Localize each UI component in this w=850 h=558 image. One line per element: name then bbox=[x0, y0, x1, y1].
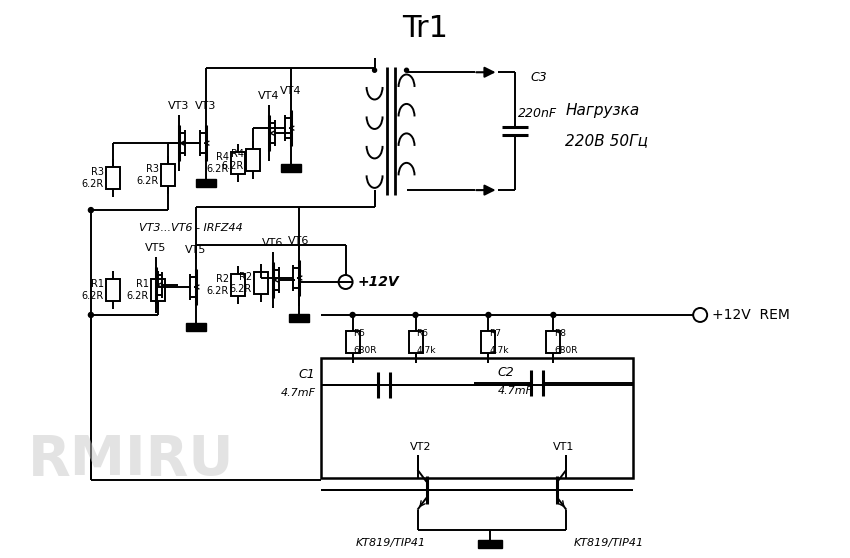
Text: 220В 50Гц: 220В 50Гц bbox=[565, 133, 649, 148]
Text: VT6: VT6 bbox=[262, 238, 283, 248]
Text: VT4: VT4 bbox=[280, 86, 302, 96]
Text: C2: C2 bbox=[497, 367, 514, 379]
Circle shape bbox=[350, 312, 355, 318]
Bar bbox=[196, 179, 216, 187]
Bar bbox=[230, 152, 245, 174]
Text: VT6: VT6 bbox=[288, 236, 309, 246]
Bar bbox=[289, 314, 309, 322]
Bar bbox=[547, 331, 560, 353]
Text: RMIRU: RMIRU bbox=[27, 433, 234, 487]
Bar bbox=[161, 164, 175, 186]
Text: R8: R8 bbox=[554, 329, 566, 338]
Bar bbox=[246, 149, 260, 171]
Text: C3: C3 bbox=[530, 71, 547, 84]
Circle shape bbox=[372, 68, 377, 72]
Bar bbox=[346, 331, 360, 353]
Bar bbox=[106, 167, 120, 189]
Text: R5: R5 bbox=[354, 329, 366, 338]
Circle shape bbox=[88, 208, 94, 213]
Text: R7: R7 bbox=[490, 329, 502, 338]
Text: R3
6.2R: R3 6.2R bbox=[82, 167, 104, 189]
Text: KT819/TIP41: KT819/TIP41 bbox=[355, 538, 426, 548]
Circle shape bbox=[551, 312, 556, 318]
Text: VT2: VT2 bbox=[410, 442, 431, 452]
Bar bbox=[409, 331, 422, 353]
Text: 4.7k: 4.7k bbox=[490, 346, 509, 355]
Bar bbox=[481, 331, 496, 353]
Text: 4.7mF: 4.7mF bbox=[497, 386, 532, 396]
Text: +12V  REM: +12V REM bbox=[712, 308, 790, 322]
Text: R6: R6 bbox=[416, 329, 428, 338]
Text: R2
6.2R: R2 6.2R bbox=[207, 274, 229, 296]
Text: VT3: VT3 bbox=[196, 101, 217, 111]
Text: +12V: +12V bbox=[358, 275, 399, 289]
Bar bbox=[230, 274, 245, 296]
Bar bbox=[106, 279, 120, 301]
Circle shape bbox=[413, 312, 418, 318]
Circle shape bbox=[486, 312, 491, 318]
Bar bbox=[186, 323, 206, 331]
Text: R2
6.2R: R2 6.2R bbox=[230, 272, 252, 294]
Circle shape bbox=[338, 275, 353, 289]
Text: VT3: VT3 bbox=[168, 101, 190, 111]
Text: VT5: VT5 bbox=[145, 243, 167, 253]
Text: C1: C1 bbox=[299, 368, 315, 381]
Text: R1
6.2R: R1 6.2R bbox=[82, 279, 104, 301]
Text: R4
6.2R: R4 6.2R bbox=[222, 150, 244, 171]
Text: 680R: 680R bbox=[354, 346, 377, 355]
Text: R3
6.2R: R3 6.2R bbox=[137, 164, 159, 186]
Text: R4
6.2R: R4 6.2R bbox=[207, 152, 229, 174]
Text: VT3...VT6 - IRFZ44: VT3...VT6 - IRFZ44 bbox=[139, 223, 242, 233]
Bar bbox=[253, 272, 268, 294]
Text: Tr1: Tr1 bbox=[403, 14, 449, 43]
Bar bbox=[479, 540, 502, 547]
Bar bbox=[280, 164, 301, 172]
Bar bbox=[320, 358, 633, 478]
Text: KT819/TIP41: KT819/TIP41 bbox=[573, 538, 643, 548]
Text: VT4: VT4 bbox=[258, 91, 280, 101]
Text: VT5: VT5 bbox=[185, 245, 207, 255]
Text: 4.7mF: 4.7mF bbox=[280, 388, 315, 398]
Circle shape bbox=[694, 308, 707, 322]
Text: Нагрузка: Нагрузка bbox=[565, 103, 639, 118]
Bar bbox=[150, 279, 165, 301]
Text: VT1: VT1 bbox=[552, 442, 574, 452]
Text: 220nF: 220nF bbox=[518, 107, 558, 120]
Text: 4.7k: 4.7k bbox=[416, 346, 436, 355]
Text: 680R: 680R bbox=[554, 346, 578, 355]
Text: R1
6.2R: R1 6.2R bbox=[127, 279, 149, 301]
Circle shape bbox=[88, 312, 94, 318]
Circle shape bbox=[405, 68, 409, 72]
